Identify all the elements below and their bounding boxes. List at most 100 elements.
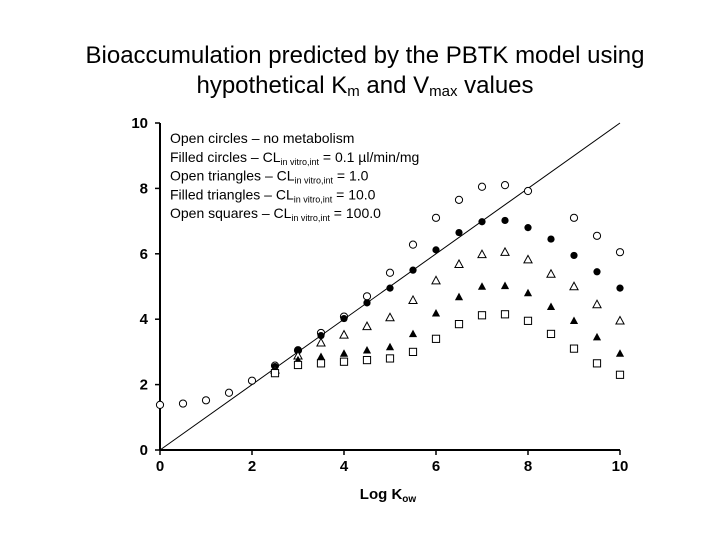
series-open-square: [270, 310, 625, 379]
filled-triangle-point: [316, 352, 326, 361]
open-circle-point: [477, 182, 487, 191]
open-triangle-point: [569, 281, 579, 291]
open-square-point: [454, 320, 464, 329]
open-square-point: [431, 334, 441, 343]
open-square-point: [500, 310, 510, 319]
filled-circle-point: [340, 314, 348, 323]
series-open-circle: [155, 181, 625, 409]
y-tick-label: 6: [140, 246, 148, 263]
filled-triangle-point: [408, 329, 418, 338]
filled-circle-point: [317, 331, 325, 340]
open-circle-point: [500, 181, 510, 190]
open-triangle-point: [454, 258, 464, 268]
open-triangle-point: [615, 315, 625, 325]
open-circle-point: [385, 268, 395, 277]
open-square-point: [569, 344, 579, 353]
filled-circle-point: [570, 251, 578, 260]
open-square-point: [316, 359, 326, 368]
y-tick-label: 0: [140, 442, 148, 459]
filled-triangle-point: [523, 288, 533, 297]
open-square-point: [408, 347, 418, 356]
chart-axes: 0 2 4 6 8 10 0 2 4 6 8 10: [131, 115, 628, 475]
open-square-point: [592, 359, 602, 368]
legend-entry: Filled triangles – CLin vitro,int = 10.0: [170, 186, 376, 204]
open-triangle-point: [316, 337, 326, 347]
legend-entry: Open triangles – CLin vitro,int = 1.0: [170, 168, 369, 186]
chart-title-line-2: hypothetical Km and Vmax values: [196, 72, 534, 100]
legend-entry: Filled circles – CLin vitro,int = 0.1 µl…: [170, 149, 419, 167]
open-square-point: [615, 370, 625, 379]
filled-triangle-point: [546, 302, 556, 310]
filled-triangle-point: [362, 345, 372, 354]
x-tick-label: 4: [340, 458, 349, 475]
filled-circle-point: [294, 346, 302, 354]
open-circle-point: [523, 186, 533, 196]
filled-circle-point: [547, 235, 555, 243]
filled-circle-point: [501, 216, 509, 225]
data-marks: [155, 181, 625, 409]
open-square-point: [523, 316, 533, 325]
x-tick-label: 6: [432, 458, 440, 475]
open-triangle-point: [546, 268, 556, 278]
open-circle-point: [615, 248, 625, 257]
filled-triangle-point: [454, 292, 464, 301]
series-filled-triangle: [270, 281, 625, 375]
open-square-point: [362, 355, 372, 365]
open-circle-point: [454, 195, 464, 204]
x-tick-label: 0: [156, 458, 164, 475]
open-triangle-point: [339, 329, 349, 339]
filled-triangle-point: [431, 309, 441, 317]
filled-circle-point: [478, 218, 486, 226]
series-filled-circle: [271, 216, 624, 371]
open-circle-point: [201, 396, 211, 405]
filled-circle-point: [409, 266, 417, 274]
open-square-point: [339, 357, 349, 366]
open-circle-point: [408, 240, 418, 249]
filled-triangle-point: [592, 332, 602, 341]
filled-circle-point: [432, 246, 440, 254]
filled-triangle-point: [339, 349, 349, 357]
filled-circle-point: [524, 224, 532, 232]
x-tick-label: 8: [524, 458, 532, 475]
open-circle-point: [155, 400, 165, 409]
filled-circle-point: [455, 228, 463, 237]
open-circle-point: [592, 231, 602, 240]
open-circle-point: [569, 213, 579, 222]
series-open-triangle: [270, 246, 625, 374]
open-triangle-point: [362, 321, 372, 331]
open-square-point: [270, 369, 280, 378]
open-triangle-point: [500, 246, 510, 256]
x-tick-label: 10: [612, 458, 629, 475]
open-square-point: [546, 329, 556, 339]
legend-entry: Open squares – CLin vitro,int = 100.0: [170, 205, 381, 223]
y-tick-label: 10: [131, 115, 148, 132]
x-tick-label: 2: [248, 458, 256, 475]
open-triangle-point: [408, 294, 418, 304]
filled-triangle-point: [500, 281, 510, 290]
open-square-point: [385, 354, 395, 363]
filled-circle-point: [386, 284, 394, 292]
open-triangle-point: [385, 312, 395, 322]
legend-entry: Open circles – no metabolism: [170, 130, 354, 146]
filled-circle-point: [363, 299, 371, 307]
open-circle-point: [224, 388, 234, 397]
chart-title-line-1: Bioaccumulation predicted by the PBTK mo…: [85, 42, 645, 69]
open-square-point: [293, 360, 303, 370]
open-circle-point: [247, 376, 257, 385]
filled-triangle-point: [615, 349, 625, 357]
open-triangle-point: [477, 249, 487, 259]
filled-circle-point: [593, 268, 601, 276]
y-tick-label: 4: [140, 311, 149, 328]
filled-triangle-point: [477, 282, 487, 290]
x-axis-label: Log Kow: [360, 486, 417, 505]
open-triangle-point: [431, 275, 441, 285]
open-circle-point: [178, 399, 188, 408]
filled-triangle-point: [385, 342, 395, 351]
y-tick-label: 8: [140, 180, 148, 197]
legend: Open circles – no metabolism Filled circl…: [170, 130, 419, 223]
open-circle-point: [362, 292, 372, 301]
filled-circle-point: [616, 284, 624, 292]
y-tick-label: 2: [140, 377, 148, 394]
open-square-point: [477, 311, 487, 320]
